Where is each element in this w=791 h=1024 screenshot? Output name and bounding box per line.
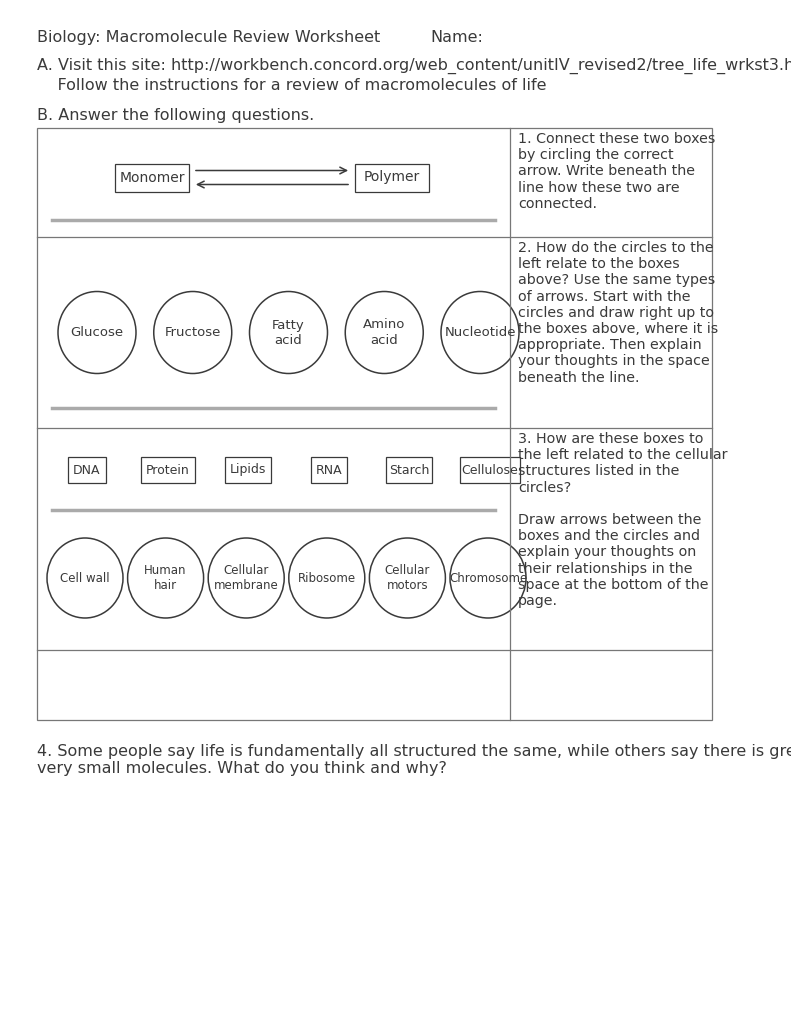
Text: Fatty
acid: Fatty acid xyxy=(272,318,305,346)
Text: Follow the instructions for a review of macromolecules of life: Follow the instructions for a review of … xyxy=(37,78,547,93)
Text: Lipids: Lipids xyxy=(230,464,267,476)
Bar xyxy=(386,457,433,483)
Text: 2. How do the circles to the
left relate to the boxes
above? Use the same types
: 2. How do the circles to the left relate… xyxy=(518,241,718,385)
Bar xyxy=(311,457,346,483)
Text: Starch: Starch xyxy=(389,464,430,476)
Text: 4. Some people say life is fundamentally all structured the same, while others s: 4. Some people say life is fundamentally… xyxy=(37,744,791,776)
Text: Fructose: Fructose xyxy=(165,326,221,339)
Bar xyxy=(355,164,429,191)
Text: Chromosome: Chromosome xyxy=(448,571,527,585)
Text: Ribosome: Ribosome xyxy=(297,571,356,585)
Text: Glucose: Glucose xyxy=(70,326,123,339)
Text: B. Answer the following questions.: B. Answer the following questions. xyxy=(37,108,314,123)
Text: 3. How are these boxes to
the left related to the cellular
structures listed in : 3. How are these boxes to the left relat… xyxy=(518,432,728,608)
Bar xyxy=(460,457,520,483)
Text: 1. Connect these two boxes
by circling the correct
arrow. Write beneath the
line: 1. Connect these two boxes by circling t… xyxy=(518,132,715,211)
Text: Cellular
membrane: Cellular membrane xyxy=(214,564,278,592)
Text: Cellulose: Cellulose xyxy=(462,464,518,476)
Text: Protein: Protein xyxy=(146,464,190,476)
Text: Monomer: Monomer xyxy=(119,171,185,184)
Text: DNA: DNA xyxy=(74,464,100,476)
Text: Polymer: Polymer xyxy=(364,171,420,184)
Text: Amino
acid: Amino acid xyxy=(363,318,406,346)
Bar xyxy=(141,457,195,483)
Text: Nucleotide: Nucleotide xyxy=(445,326,516,339)
Bar xyxy=(68,457,106,483)
Text: Cellular
motors: Cellular motors xyxy=(384,564,430,592)
Text: RNA: RNA xyxy=(316,464,343,476)
Text: Biology: Macromolecule Review Worksheet: Biology: Macromolecule Review Worksheet xyxy=(37,30,380,45)
Text: Human
hair: Human hair xyxy=(144,564,187,592)
Bar xyxy=(37,128,712,720)
Text: A. Visit this site: http://workbench.concord.org/web_content/unitIV_revised2/tre: A. Visit this site: http://workbench.con… xyxy=(37,58,791,74)
Bar xyxy=(225,457,271,483)
Text: Name:: Name: xyxy=(430,30,483,45)
Bar xyxy=(115,164,189,191)
Text: Cell wall: Cell wall xyxy=(60,571,110,585)
